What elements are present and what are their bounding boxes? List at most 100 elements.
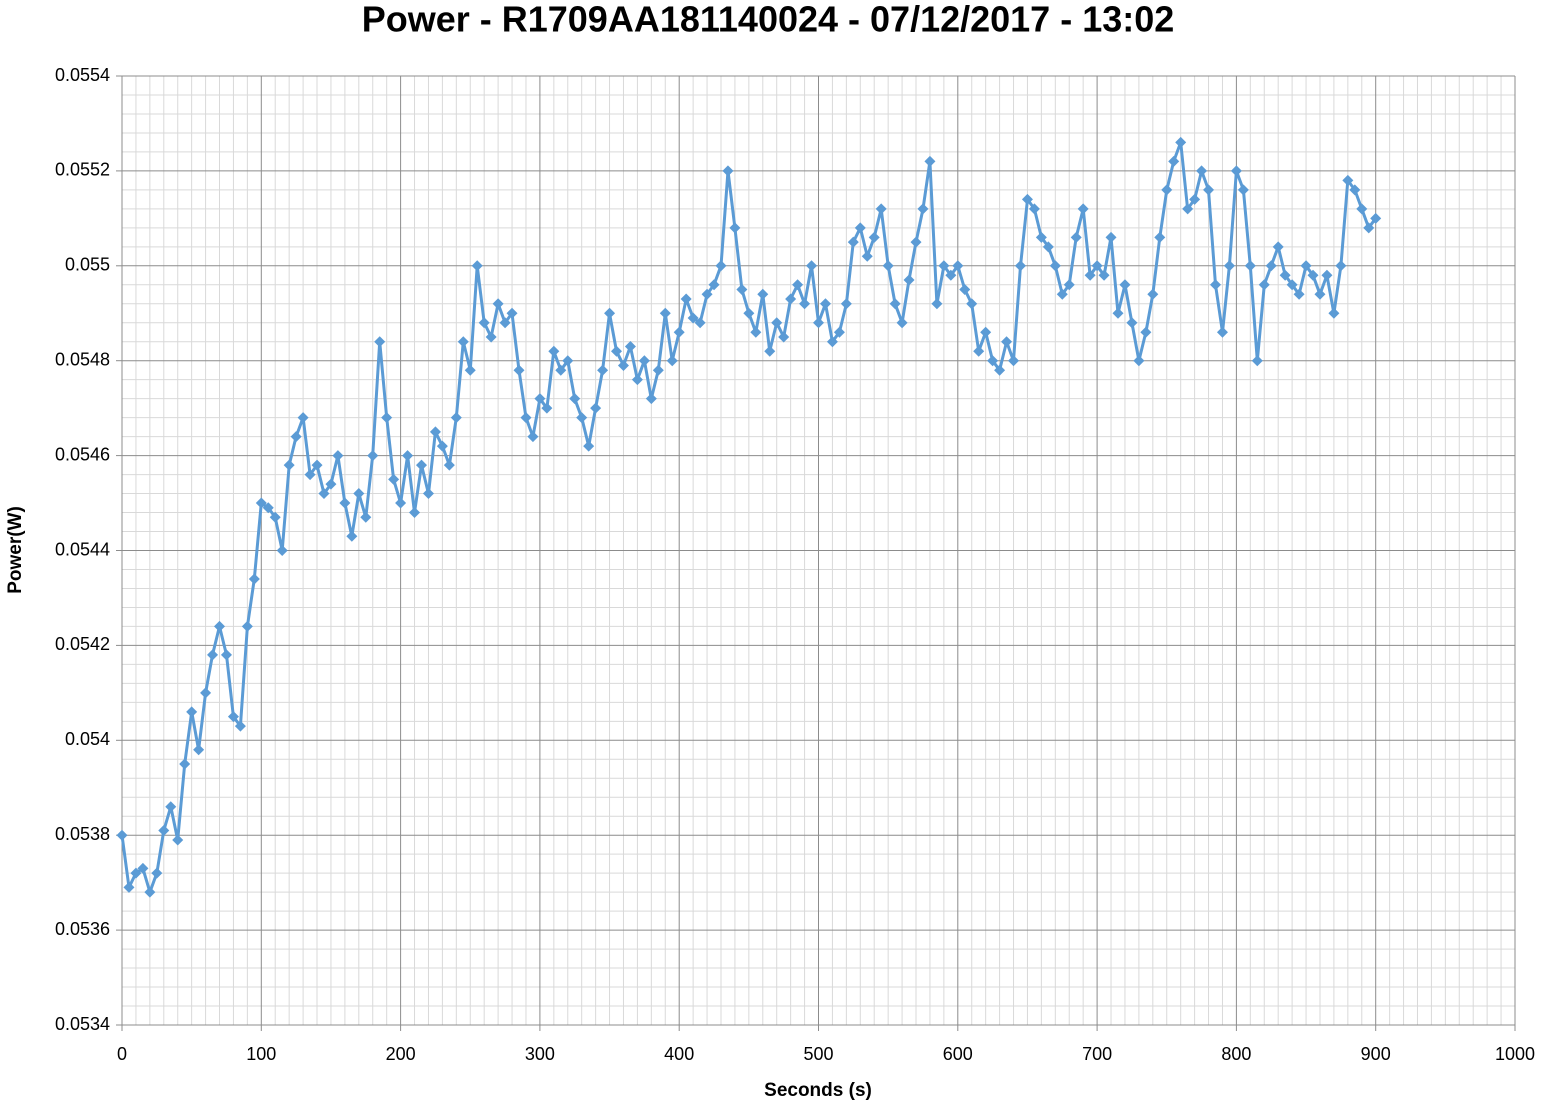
data-marker <box>652 364 664 376</box>
data-marker <box>826 336 838 348</box>
data-marker <box>388 473 400 485</box>
data-marker <box>1189 193 1201 205</box>
data-marker <box>534 393 546 405</box>
data-marker <box>541 402 553 414</box>
data-marker <box>402 450 414 462</box>
data-marker <box>771 317 783 329</box>
data-marker <box>645 393 657 405</box>
chart-title: Power - R1709AA181140024 - 07/12/2017 - … <box>362 0 1175 40</box>
data-marker <box>1203 184 1215 196</box>
data-marker <box>799 298 811 310</box>
data-marker <box>1001 336 1013 348</box>
data-marker <box>757 288 769 300</box>
x-tick-label: 100 <box>246 1044 276 1064</box>
x-axis-title: Seconds (s) <box>764 1080 872 1101</box>
data-marker <box>708 279 720 291</box>
data-marker <box>1063 279 1075 291</box>
data-marker <box>158 824 170 836</box>
x-tick-label: 1000 <box>1495 1044 1535 1064</box>
y-tick-label: 0.0544 <box>55 539 110 559</box>
data-marker <box>980 326 992 338</box>
data-marker <box>1091 260 1103 272</box>
data-marker <box>262 502 274 514</box>
data-marker <box>1070 231 1082 243</box>
data-marker <box>499 317 511 329</box>
data-marker <box>478 317 490 329</box>
data-marker <box>896 317 908 329</box>
data-marker <box>492 298 504 310</box>
x-tick-label: 200 <box>386 1044 416 1064</box>
data-marker <box>931 298 943 310</box>
data-marker <box>1168 155 1180 167</box>
data-marker <box>207 649 219 661</box>
data-marker <box>555 364 567 376</box>
data-marker <box>415 459 427 471</box>
data-marker <box>966 298 978 310</box>
data-marker <box>450 412 462 424</box>
data-marker <box>151 867 163 879</box>
y-tick-label: 0.0536 <box>55 919 110 939</box>
data-marker <box>1084 269 1096 281</box>
data-marker <box>687 312 699 324</box>
data-marker <box>123 881 135 893</box>
data-marker <box>395 497 407 509</box>
data-marker <box>241 620 253 632</box>
data-marker <box>806 260 818 272</box>
data-marker <box>422 488 434 500</box>
data-marker <box>847 236 859 248</box>
data-marker <box>1230 165 1242 177</box>
data-marker <box>952 260 964 272</box>
data-marker <box>457 336 469 348</box>
data-marker <box>255 497 267 509</box>
data-marker <box>1119 279 1131 291</box>
data-marker <box>1258 279 1270 291</box>
y-tick-label: 0.055 <box>65 255 110 275</box>
data-marker <box>248 573 260 585</box>
data-marker <box>1035 231 1047 243</box>
data-marker <box>638 355 650 367</box>
data-marker <box>1147 288 1159 300</box>
data-marker <box>1314 288 1326 300</box>
data-marker <box>360 511 372 523</box>
data-marker <box>471 260 483 272</box>
data-marker <box>590 402 602 414</box>
data-marker <box>938 260 950 272</box>
y-tick-label: 0.054 <box>65 729 110 749</box>
data-marker <box>569 393 581 405</box>
data-marker <box>903 274 915 286</box>
x-tick-label: 600 <box>943 1044 973 1064</box>
data-marker <box>1021 193 1033 205</box>
data-marker <box>611 345 623 357</box>
data-marker <box>1328 307 1340 319</box>
data-marker <box>1175 136 1187 148</box>
data-marker <box>736 284 748 296</box>
data-marker <box>1056 288 1068 300</box>
data-marker <box>813 317 824 329</box>
data-marker <box>729 222 741 234</box>
data-marker <box>297 412 309 424</box>
data-marker <box>193 744 205 756</box>
data-marker <box>1140 326 1152 338</box>
data-marker <box>1237 184 1249 196</box>
y-tick-label: 0.0552 <box>55 160 110 180</box>
data-marker <box>861 250 873 262</box>
data-marker <box>186 706 198 718</box>
data-marker <box>868 231 880 243</box>
data-marker <box>889 298 901 310</box>
data-marker <box>1293 288 1305 300</box>
data-marker <box>910 236 922 248</box>
x-tick-label: 700 <box>1082 1044 1112 1064</box>
data-marker <box>875 203 887 215</box>
data-marker <box>1126 317 1138 329</box>
data-marker <box>597 364 609 376</box>
data-marker <box>1008 355 1020 367</box>
data-marker <box>1182 203 1194 215</box>
x-tick-label: 300 <box>525 1044 555 1064</box>
data-marker <box>339 497 351 509</box>
data-marker <box>631 374 643 386</box>
data-marker <box>227 711 239 723</box>
data-marker <box>332 450 344 462</box>
data-marker <box>506 307 518 319</box>
data-marker <box>548 345 560 357</box>
